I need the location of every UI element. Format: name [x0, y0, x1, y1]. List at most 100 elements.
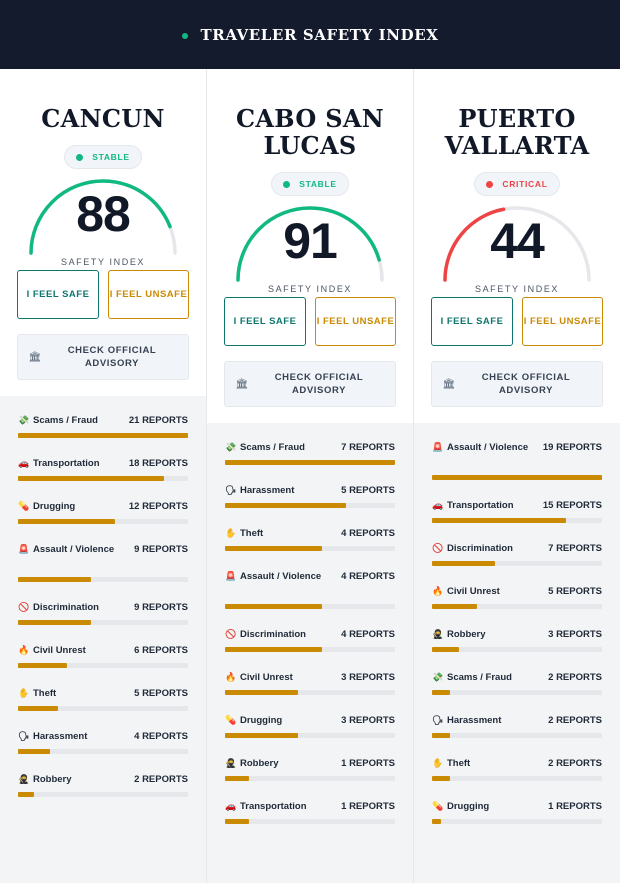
feel-safe-button[interactable]: I FEEL SAFE [17, 270, 99, 319]
report-label: Harassment [447, 715, 502, 726]
report-bar-fill [432, 647, 459, 652]
speaking-head-icon: 🗣 [18, 731, 30, 741]
report-bar-fill [432, 690, 450, 695]
report-bar-fill [432, 475, 602, 480]
report-bar [225, 503, 395, 508]
alert-icon: 🚨 [225, 571, 237, 581]
car-icon: 🚗 [18, 458, 30, 468]
report-label: Assault / Violence [447, 442, 529, 453]
report-label: Theft [33, 688, 57, 699]
hand-icon: ✋ [225, 528, 237, 538]
report-bar [432, 819, 602, 824]
report-bar-fill [225, 503, 347, 508]
report-bar-fill [18, 433, 188, 438]
report-count: 5 REPORTS [548, 586, 602, 597]
top-bar: TRAVELER SAFETY INDEX [0, 0, 620, 69]
ninja-icon: 🥷 [18, 774, 30, 784]
report-bar [432, 475, 602, 480]
report-bar [18, 433, 188, 438]
report-bar [225, 647, 395, 652]
status-dot-icon [283, 180, 291, 188]
report-item: 🗣 Harassment 4 REPORTS [18, 729, 188, 754]
report-bar [432, 518, 602, 523]
report-label: Discrimination [447, 543, 513, 554]
report-bar [18, 749, 188, 754]
report-item: 💸 Scams / Fraud 7 REPORTS [225, 440, 395, 465]
report-count: 7 REPORTS [548, 543, 602, 554]
report-item: 💊 Drugging 1 REPORTS [432, 799, 602, 824]
report-item: 🚫 Discrimination 4 REPORTS [225, 627, 395, 652]
report-label: Theft [447, 758, 471, 769]
vote-row: I FEEL SAFE I FEEL UNSAFE [17, 270, 189, 319]
status-dot-icon [486, 180, 494, 188]
report-item: 🗣 Harassment 2 REPORTS [432, 713, 602, 738]
report-count: 15 REPORTS [542, 500, 602, 511]
hand-icon: ✋ [432, 758, 444, 768]
report-count: 5 REPORTS [134, 688, 188, 699]
report-label: Assault / Violence [33, 544, 115, 555]
gauge-fill [443, 206, 591, 282]
safety-gauge: 88 [23, 175, 183, 261]
check-advisory-button[interactable]: 🏛 CHECK OFFICIAL ADVISORY [17, 334, 189, 380]
fire-icon: 🔥 [225, 672, 237, 682]
report-bar [432, 733, 602, 738]
report-count: 4 REPORTS [134, 731, 188, 742]
report-item: 🥷 Robbery 1 REPORTS [225, 756, 395, 781]
report-count: 21 REPORTS [128, 415, 188, 426]
advisory-label: CHECK OFFICIAL ADVISORY [67, 345, 157, 369]
report-label: Civil Unrest [447, 586, 500, 597]
report-bar-fill [18, 577, 91, 582]
report-item: 🥷 Robbery 3 REPORTS [432, 627, 602, 652]
report-label: Discrimination [240, 629, 306, 640]
report-count: 2 REPORTS [548, 758, 602, 769]
report-count: 2 REPORTS [548, 672, 602, 683]
report-item: 🚗 Transportation 18 REPORTS [18, 456, 188, 481]
ninja-icon: 🥷 [432, 629, 444, 639]
report-bar [18, 706, 188, 711]
city-column: CABO SAN LUCAS STABLE 91 SAFETY INDEX I FEEL… [207, 69, 414, 883]
city-column: CANCUN STABLE 88 SAFETY INDEX I FEEL SAFE I F… [0, 69, 207, 883]
report-item: 🔥 Civil Unrest 6 REPORTS [18, 643, 188, 668]
feel-unsafe-button[interactable]: I FEEL UNSAFE [108, 270, 189, 319]
report-count: 12 REPORTS [128, 501, 188, 512]
report-count: 18 REPORTS [128, 458, 188, 469]
city-header: CABO SAN LUCAS STABLE 91 SAFETY INDEX I FEEL… [207, 69, 413, 423]
check-advisory-button[interactable]: 🏛 CHECK OFFICIAL ADVISORY [224, 361, 396, 407]
report-item: 🚨 Assault / Violence 19 REPORTS [432, 440, 602, 480]
reports-list: 💸 Scams / Fraud 7 REPORTS 🗣 Harassment 5 REPO… [207, 423, 413, 883]
report-bar-fill [225, 733, 298, 738]
status-badge: CRITICAL [474, 172, 560, 196]
alert-icon: 🚨 [432, 442, 444, 452]
report-bar [18, 577, 188, 582]
report-count: 9 REPORTS [134, 602, 188, 613]
check-advisory-button[interactable]: 🏛 CHECK OFFICIAL ADVISORY [431, 361, 603, 407]
feel-unsafe-button[interactable]: I FEEL UNSAFE [522, 297, 603, 346]
report-label: Robbery [240, 758, 279, 769]
report-bar [18, 476, 188, 481]
vote-row: I FEEL SAFE I FEEL UNSAFE [431, 297, 603, 346]
report-bar [225, 819, 395, 824]
bank-icon: 🏛 [28, 351, 42, 363]
report-count: 5 REPORTS [341, 485, 395, 496]
feel-safe-button[interactable]: I FEEL SAFE [431, 297, 513, 346]
report-bar-fill [18, 519, 116, 524]
safety-score: 91 [283, 213, 338, 269]
live-dot-icon [181, 32, 188, 39]
speaking-head-icon: 🗣 [432, 715, 444, 725]
feel-safe-button[interactable]: I FEEL SAFE [224, 297, 306, 346]
report-bar-fill [225, 690, 298, 695]
report-item: 🚫 Discrimination 7 REPORTS [432, 541, 602, 566]
report-bar-fill [225, 776, 250, 781]
report-bar-fill [18, 792, 35, 797]
status-text: STABLE [92, 152, 130, 162]
report-label: Transportation [240, 801, 307, 812]
report-count: 19 REPORTS [542, 442, 602, 453]
report-count: 3 REPORTS [341, 672, 395, 683]
status-dot-icon [76, 153, 84, 161]
report-count: 4 REPORTS [341, 528, 395, 539]
feel-unsafe-button[interactable]: I FEEL UNSAFE [315, 297, 396, 346]
report-count: 3 REPORTS [341, 715, 395, 726]
report-label: Civil Unrest [33, 645, 86, 656]
status-text: CRITICAL [502, 179, 548, 189]
money-icon: 💸 [18, 415, 30, 425]
